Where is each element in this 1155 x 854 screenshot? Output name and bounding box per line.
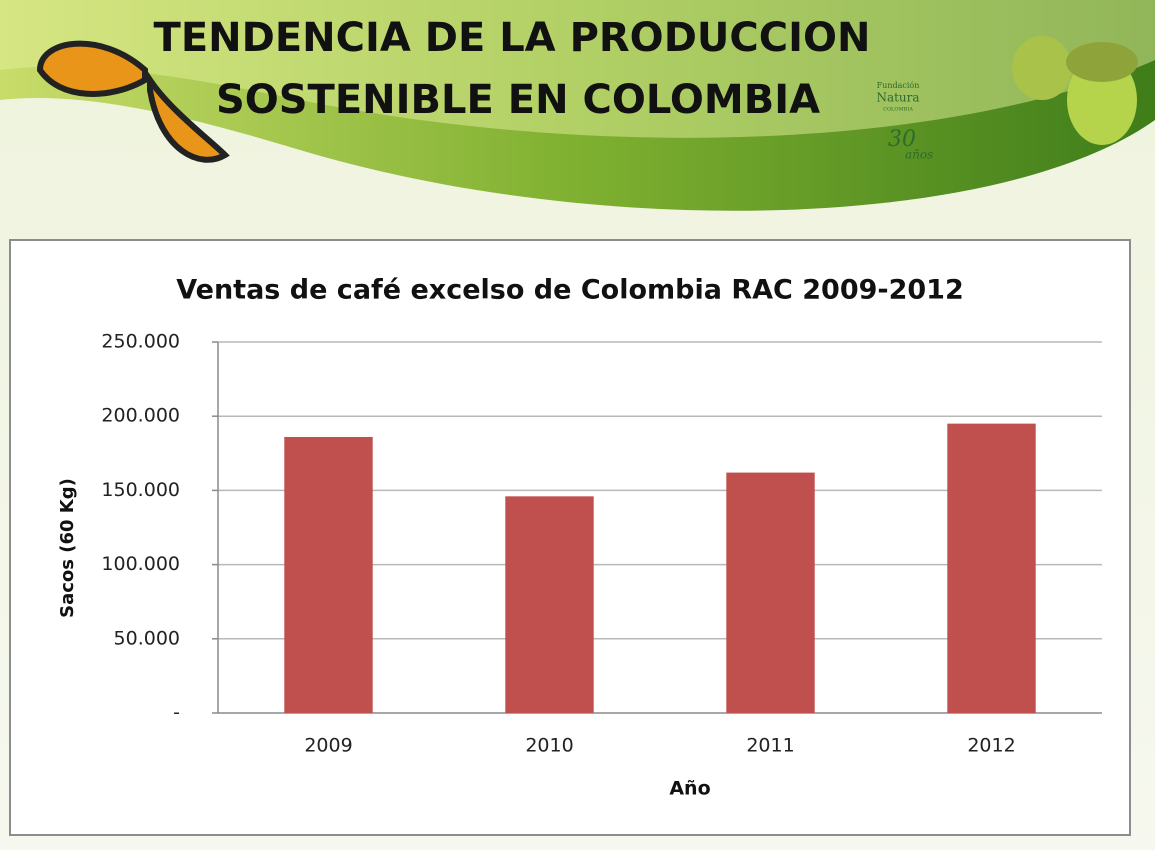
logo-text: años: [905, 148, 933, 162]
bar: [947, 423, 1036, 713]
x-tick-label: 2011: [746, 735, 794, 757]
y-tick-label: 150.000: [101, 479, 180, 501]
bar: [284, 436, 373, 713]
slide-title: TENDENCIA DE LA PRODUCCION: [154, 15, 871, 61]
logo: Fundación Natura COLOMBIA 30 años: [876, 81, 933, 162]
x-axis-label: Año: [669, 778, 710, 800]
y-tick-label: 200.000: [101, 405, 180, 427]
acorns: [1012, 36, 1138, 145]
x-tick-label: 2010: [525, 735, 573, 757]
logo-text: Fundación: [877, 81, 920, 90]
y-tick-label: 50.000: [114, 627, 180, 649]
bar: [505, 496, 594, 713]
x-tick-label: 2012: [967, 735, 1015, 757]
logo-text: COLOMBIA: [883, 107, 913, 113]
logo-number: 30: [888, 127, 916, 152]
logo-text: Natura: [876, 91, 919, 105]
slide-title: SOSTENIBLE EN COLOMBIA: [216, 77, 820, 123]
y-tick-label: 250.000: [101, 331, 180, 353]
butterfly: [36, 40, 230, 163]
y-tick-label: 100.000: [101, 553, 180, 575]
plot-area: - 50.000 100.000 150.000 200.000 250.000 2009 2…: [101, 331, 1102, 757]
header-highlight: [0, 0, 1155, 138]
bar: [726, 472, 815, 713]
y-axis-label: Sacos (60 Kg): [57, 478, 78, 618]
x-tick-label: 2009: [304, 735, 352, 757]
y-tick-label: -: [173, 702, 180, 724]
chart-title: Ventas de café excelso de Colombia RAC 2…: [176, 275, 964, 306]
